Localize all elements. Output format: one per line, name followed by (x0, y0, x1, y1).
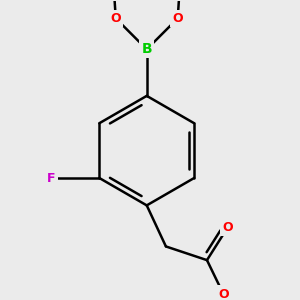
Text: O: O (218, 288, 229, 300)
Text: O: O (110, 12, 121, 25)
Text: F: F (47, 172, 56, 184)
Text: O: O (223, 221, 233, 234)
Text: B: B (141, 42, 152, 56)
Text: O: O (172, 12, 183, 25)
